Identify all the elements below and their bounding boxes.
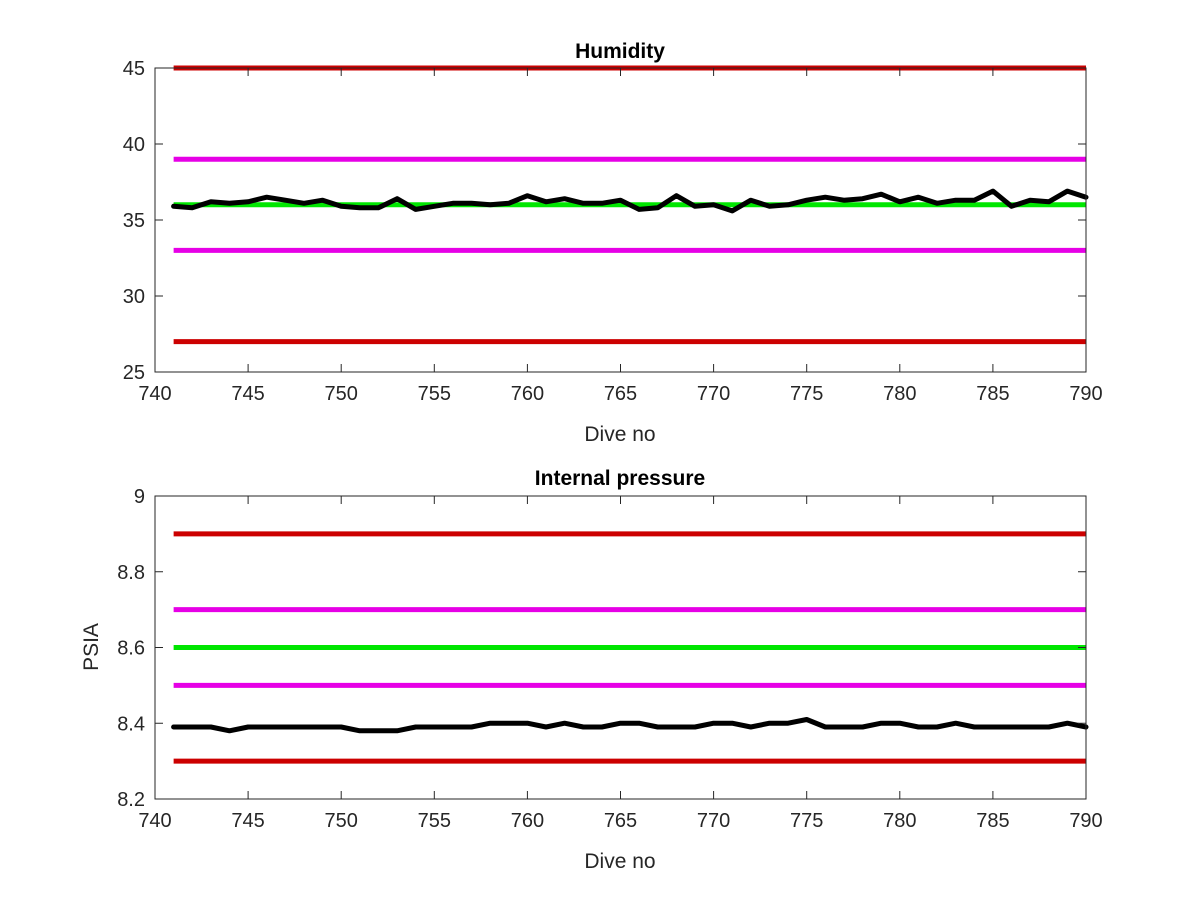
pressure-x-axis-label: Dive no xyxy=(584,850,655,873)
humidity-data-line-0 xyxy=(171,188,1089,214)
humidity-x-tick-label: 760 xyxy=(511,383,544,405)
pressure-x-tick-label: 790 xyxy=(1069,810,1102,832)
pressure-x-tick-label: 755 xyxy=(418,810,451,832)
pressure-y-tick-label: 8.4 xyxy=(117,713,145,735)
humidity-x-tick-label: 780 xyxy=(883,383,916,405)
pressure-x-tick-label: 785 xyxy=(976,810,1009,832)
humidity-series-group xyxy=(171,188,1089,214)
pressure-x-tick-label: 740 xyxy=(138,810,171,832)
humidity-chart-title: Humidity xyxy=(575,40,665,63)
humidity-x-tick-label: 770 xyxy=(697,383,730,405)
humidity-x-tick-label: 775 xyxy=(790,383,823,405)
humidity-y-ticks: 25 30 35 40 45 xyxy=(123,58,1086,384)
humidity-y-tick-label: 45 xyxy=(123,58,145,80)
humidity-x-tick-label: 755 xyxy=(418,383,451,405)
pressure-x-tick-label: 760 xyxy=(511,810,544,832)
pressure-y-tick-label: 9 xyxy=(134,486,145,508)
pressure-y-tick-label: 8.2 xyxy=(117,789,145,811)
humidity-x-tick-label: 750 xyxy=(325,383,358,405)
humidity-plot-area xyxy=(155,68,1086,372)
pressure-x-ticks: 740 745 750 755 760 765 770 775 780 785 790 xyxy=(138,496,1103,832)
humidity-y-tick-label: 30 xyxy=(123,286,145,308)
pressure-x-tick-label: 745 xyxy=(231,810,264,832)
humidity-x-ticks: 740 745 750 755 760 765 770 775 780 785 790 xyxy=(138,68,1103,405)
humidity-x-tick-label: 745 xyxy=(231,383,264,405)
humidity-y-tick-label: 25 xyxy=(123,362,145,384)
humidity-x-tick-label: 790 xyxy=(1069,383,1102,405)
humidity-x-axis-label: Dive no xyxy=(584,423,655,446)
pressure-y-tick-label: 8.8 xyxy=(117,562,145,584)
pressure-data-line-0 xyxy=(171,717,1089,734)
humidity-y-tick-label: 40 xyxy=(123,134,145,156)
pressure-y-tick-label: 8.6 xyxy=(117,638,145,660)
humidity-x-tick-label: 765 xyxy=(604,383,637,405)
pressure-series-group xyxy=(171,717,1089,734)
pressure-x-tick-label: 775 xyxy=(790,810,823,832)
humidity-x-tick-label: 785 xyxy=(976,383,1009,405)
pressure-x-tick-label: 770 xyxy=(697,810,730,832)
pressure-x-tick-label: 750 xyxy=(325,810,358,832)
humidity-chart: 740 745 750 755 760 765 770 775 780 785 790 25 30 35… xyxy=(123,40,1103,446)
pressure-chart: 740 745 750 755 760 765 770 775 780 785 790 8.2 8.4… xyxy=(80,467,1103,873)
pressure-x-tick-label: 780 xyxy=(883,810,916,832)
pressure-y-ticks: 8.2 8.4 8.6 8.8 9 xyxy=(117,486,1086,811)
humidity-x-tick-label: 740 xyxy=(138,383,171,405)
humidity-y-tick-label: 35 xyxy=(123,210,145,232)
pressure-chart-title: Internal pressure xyxy=(535,467,705,490)
pressure-threshold-lines xyxy=(173,531,1086,764)
pressure-y-axis-label: PSIA xyxy=(80,623,103,671)
pressure-x-tick-label: 765 xyxy=(604,810,637,832)
